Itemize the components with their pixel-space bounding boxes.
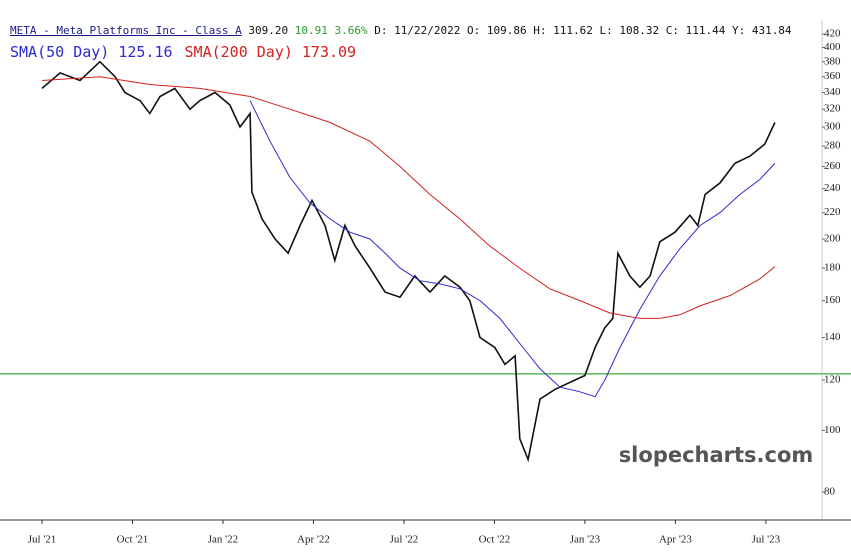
y-tick-label: 100 xyxy=(824,424,841,436)
y-tick-label: 300 xyxy=(824,121,841,133)
legend-label: SMA(200 Day) xyxy=(184,43,293,61)
y-tick-label: 160 xyxy=(824,294,841,306)
legend: SMA(50 Day) 125.16 SMA(200 Day) 173.09 xyxy=(10,43,368,61)
y-tick-label: 240 xyxy=(824,182,841,194)
price-line xyxy=(41,60,776,463)
y-tick-label: 340 xyxy=(824,86,841,98)
open: O: 109.86 xyxy=(467,24,527,37)
y-tick-label: 420 xyxy=(824,28,841,40)
sma-line xyxy=(249,100,776,398)
x-tick-label: Oct '22 xyxy=(479,534,511,546)
y-tick-label: 280 xyxy=(824,140,841,152)
date: D: 11/22/2022 xyxy=(374,24,461,37)
x-tick-label: Jul '23 xyxy=(752,534,781,546)
x-tick-label: Jul '21 xyxy=(28,534,57,546)
y-tick-label: 120 xyxy=(824,374,841,386)
y-tick-label: 140 xyxy=(824,331,841,343)
x-tick-label: Jan '23 xyxy=(570,534,601,546)
change: 10.91 xyxy=(294,24,328,37)
watermark: slopecharts.com xyxy=(619,443,814,467)
y-tick-label: 260 xyxy=(824,160,841,172)
y-tick-label: 200 xyxy=(824,233,841,245)
high: H: 111.62 xyxy=(533,24,593,37)
y-tick-label: 360 xyxy=(824,70,841,82)
last-price: 309.20 xyxy=(248,24,289,37)
legend-label: SMA(50 Day) xyxy=(10,43,110,61)
y-tick-label: 400 xyxy=(824,41,841,53)
low: L: 108.32 xyxy=(599,24,660,37)
year-high: Y: 431.84 xyxy=(731,24,792,37)
y-tick-label: 220 xyxy=(824,206,841,218)
sma-line xyxy=(41,76,776,319)
y-tick-label: 180 xyxy=(824,262,841,274)
x-tick-label: Oct '21 xyxy=(117,534,149,546)
quote-header: META - Meta Platforms Inc - Class A 309.… xyxy=(10,24,792,37)
y-tick-label: 320 xyxy=(824,103,841,115)
x-tick-label: Apr '23 xyxy=(659,534,692,546)
legend-value: 173.09 xyxy=(301,43,357,61)
close: C: 111.44 xyxy=(665,24,726,37)
x-tick-label: Jan '22 xyxy=(208,534,238,546)
change-pct: 3.66% xyxy=(334,24,368,37)
y-tick-label: 80 xyxy=(824,486,836,498)
legend-value: 125.16 xyxy=(118,43,173,61)
y-tick-label: 380 xyxy=(824,55,841,67)
x-tick-label: Apr '22 xyxy=(297,534,330,546)
x-tick-label: Jul '22 xyxy=(390,534,419,546)
chart-title[interactable]: META - Meta Platforms Inc - Class A xyxy=(10,24,242,37)
